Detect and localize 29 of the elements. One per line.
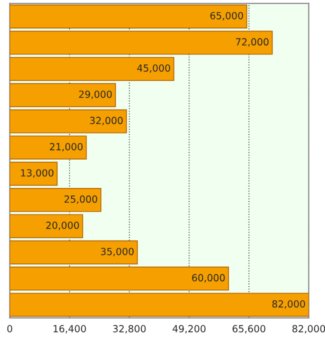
x-tick-label: 0 xyxy=(7,325,12,332)
data-label: 82,000 xyxy=(272,300,306,309)
bar xyxy=(10,214,84,238)
data-label: 45,000 xyxy=(137,64,170,73)
bar xyxy=(10,162,58,186)
bar xyxy=(10,30,273,55)
bar xyxy=(10,188,102,212)
x-tick-label: 32,800 xyxy=(113,325,146,334)
data-label: 20,000 xyxy=(46,222,79,230)
x-tick-label: 82,000 xyxy=(292,325,325,334)
x-tick-label: 16,400 xyxy=(54,325,86,334)
data-label: 25,000 xyxy=(64,195,98,204)
data-label: 13,000 xyxy=(21,169,54,178)
x-tick-label: 65,600 xyxy=(232,325,266,334)
bar xyxy=(10,83,116,108)
data-label: 32,000 xyxy=(90,116,123,126)
bar xyxy=(10,56,174,81)
bar xyxy=(10,4,248,28)
bar xyxy=(10,136,87,160)
data-label: 21,000 xyxy=(50,143,83,152)
bar xyxy=(10,266,229,291)
bar xyxy=(10,109,127,134)
data-label: 60,000 xyxy=(192,274,225,282)
x-tick-label: 49,200 xyxy=(172,325,206,334)
data-label: 29,000 xyxy=(79,90,112,99)
data-label: 65,000 xyxy=(210,12,244,20)
bar xyxy=(10,240,138,264)
data-label: 72,000 xyxy=(236,38,269,47)
data-label: 35,000 xyxy=(101,248,134,256)
